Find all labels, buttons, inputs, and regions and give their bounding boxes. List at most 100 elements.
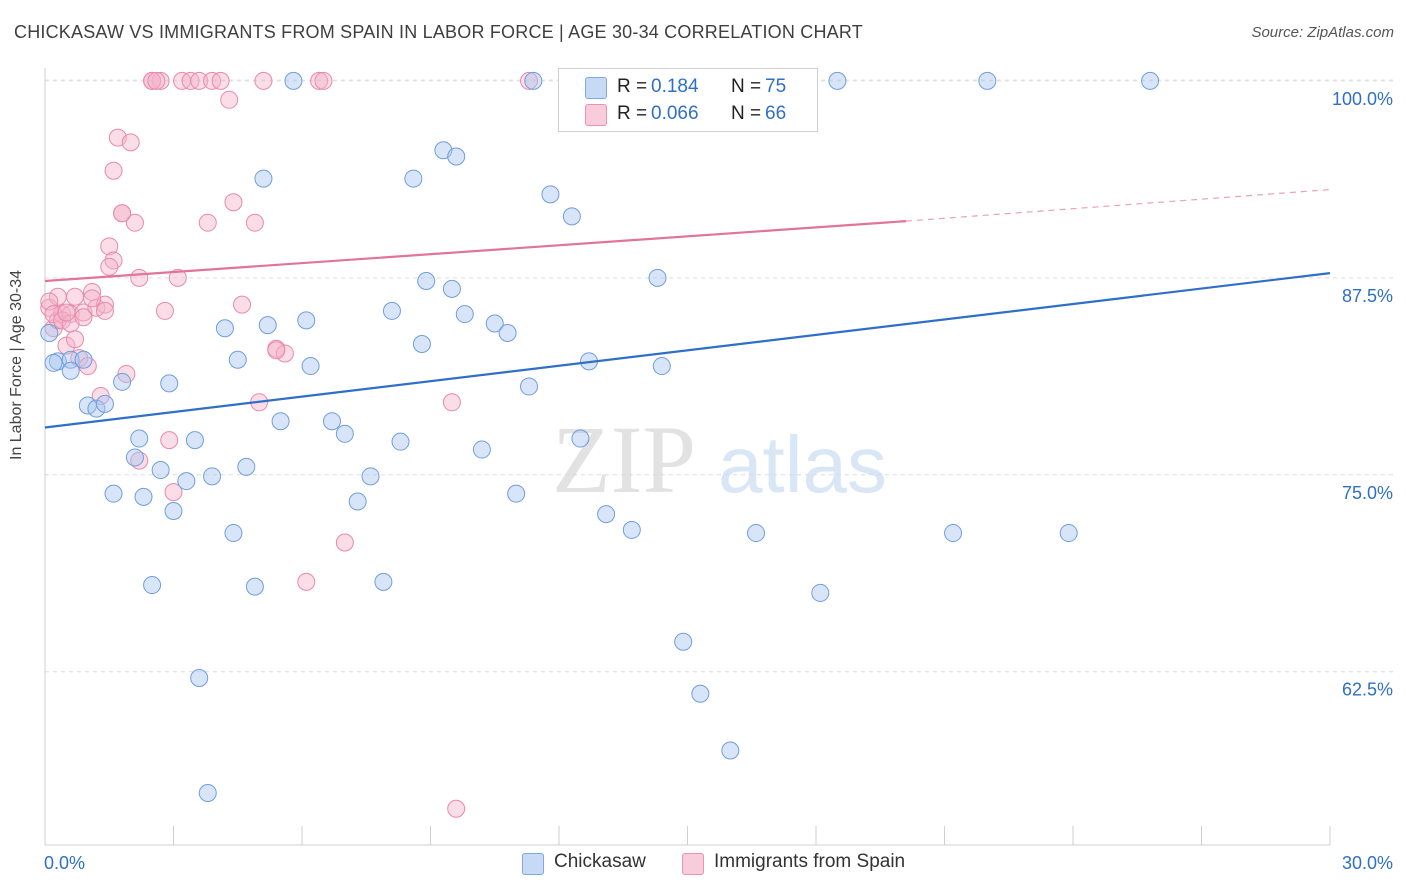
- spain-trend-extension: [905, 189, 1331, 222]
- legend-swatch-spain: [585, 104, 607, 126]
- chickasaw-point: [747, 524, 766, 543]
- legend-r-value: 0.184: [651, 76, 699, 97]
- chickasaw-point: [442, 279, 461, 298]
- chickasaw-point: [382, 301, 401, 320]
- chickasaw-point: [691, 684, 710, 703]
- series-legend: Chickasaw Immigrants from Spain: [0, 851, 1406, 877]
- chickasaw-point: [95, 394, 114, 413]
- chickasaw-point: [151, 461, 170, 480]
- chickasaw-point: [237, 457, 256, 476]
- spain-point: [168, 268, 187, 287]
- spain-point: [130, 268, 149, 287]
- watermark-zip: ZIP: [552, 406, 696, 513]
- chickasaw-point: [245, 577, 264, 596]
- chickasaw-point: [130, 429, 149, 448]
- chickasaw-point: [40, 323, 59, 342]
- chickasaw-point: [524, 71, 543, 90]
- series-chickasaw-points: [40, 71, 1160, 803]
- chickasaw-point: [258, 316, 277, 335]
- spain-point: [125, 213, 144, 232]
- chickasaw-point: [541, 185, 560, 204]
- legend-r-value: 0.066: [651, 103, 699, 124]
- spain-point: [83, 289, 102, 308]
- spain-point: [335, 533, 354, 552]
- chickasaw-point: [721, 741, 740, 760]
- chickasaw-point: [507, 484, 526, 503]
- y-tick-label: 87.5%: [1342, 286, 1393, 306]
- chickasaw-point: [485, 314, 504, 333]
- chickasaw-point: [254, 169, 273, 188]
- chickasaw-point: [284, 71, 303, 90]
- spain-point: [254, 71, 273, 90]
- spain-point: [233, 295, 252, 314]
- chickasaw-point: [185, 431, 204, 450]
- chickasaw-point: [648, 268, 667, 287]
- legend-swatch-chickasaw: [522, 853, 544, 875]
- chickasaw-point: [224, 524, 243, 543]
- chickasaw-point: [498, 323, 517, 342]
- legend-r-label: R =: [617, 103, 648, 124]
- chickasaw-point: [978, 71, 997, 90]
- chickasaw-point: [652, 357, 671, 376]
- chickasaw-point: [74, 350, 93, 369]
- spain-point: [100, 237, 119, 256]
- chickasaw-point: [297, 311, 316, 330]
- spain-point: [65, 330, 84, 349]
- spain-point: [143, 71, 162, 90]
- chickasaw-point: [374, 572, 393, 591]
- chickasaw-point: [811, 583, 830, 602]
- chickasaw-point: [104, 484, 123, 503]
- chickasaw-point: [125, 448, 144, 467]
- x-tick-label-min: 0.0%: [44, 853, 85, 873]
- series-immigrants-from-spain-points: [40, 71, 539, 818]
- spain-point: [190, 71, 209, 90]
- chickasaw-point: [412, 335, 431, 354]
- legend-n-value: 75: [765, 76, 787, 97]
- y-tick-label: 75.0%: [1342, 483, 1393, 503]
- spain-point: [245, 213, 264, 232]
- spain-point: [164, 483, 183, 502]
- chickasaw-point: [143, 576, 162, 595]
- y-tick-label: 100.0%: [1332, 89, 1393, 109]
- chickasaw-point: [1141, 71, 1160, 90]
- chickasaw-point: [203, 467, 222, 486]
- chickasaw-point: [562, 207, 581, 226]
- chickasaw-point: [61, 350, 80, 369]
- x-tick-label-max: 30.0%: [1342, 853, 1393, 873]
- chickasaw-point: [520, 377, 539, 396]
- legend-swatch-spain: [682, 853, 704, 875]
- chickasaw-point: [271, 412, 290, 431]
- chickasaw-point: [417, 271, 436, 290]
- chickasaw-trend-line: [44, 272, 1331, 429]
- chart-title: CHICKASAW VS IMMIGRANTS FROM SPAIN IN LA…: [14, 22, 863, 42]
- spain-point: [57, 303, 76, 322]
- chickasaw-point: [177, 472, 196, 491]
- chickasaw-point: [404, 169, 423, 188]
- chickasaw-point: [134, 487, 153, 506]
- spain-point: [224, 193, 243, 212]
- chickasaw-point: [87, 399, 106, 418]
- spain-point: [267, 341, 286, 360]
- spain-point: [100, 257, 119, 276]
- spain-point: [74, 308, 93, 327]
- chickasaw-point: [828, 71, 847, 90]
- legend-n-label: N =: [731, 103, 762, 124]
- trend-lines: [44, 189, 1331, 429]
- chickasaw-point: [164, 502, 183, 521]
- chickasaw-point: [160, 374, 179, 393]
- chickasaw-point: [455, 305, 474, 324]
- chickasaw-point: [447, 147, 466, 166]
- spain-point: [310, 71, 329, 90]
- spain-point: [104, 161, 123, 180]
- spain-point: [220, 90, 239, 109]
- spain-trend-line: [44, 220, 907, 283]
- spain-point: [95, 301, 114, 320]
- chickasaw-point: [674, 632, 693, 651]
- spain-point: [147, 71, 166, 90]
- correlation-legend: R = 0.184 N = 75 R = 0.066 N = 66: [558, 68, 818, 132]
- legend-r-label: R =: [617, 76, 648, 97]
- chickasaw-point: [1059, 524, 1078, 543]
- chickasaw-point: [944, 524, 963, 543]
- chickasaw-point: [215, 319, 234, 338]
- spain-point: [113, 204, 132, 223]
